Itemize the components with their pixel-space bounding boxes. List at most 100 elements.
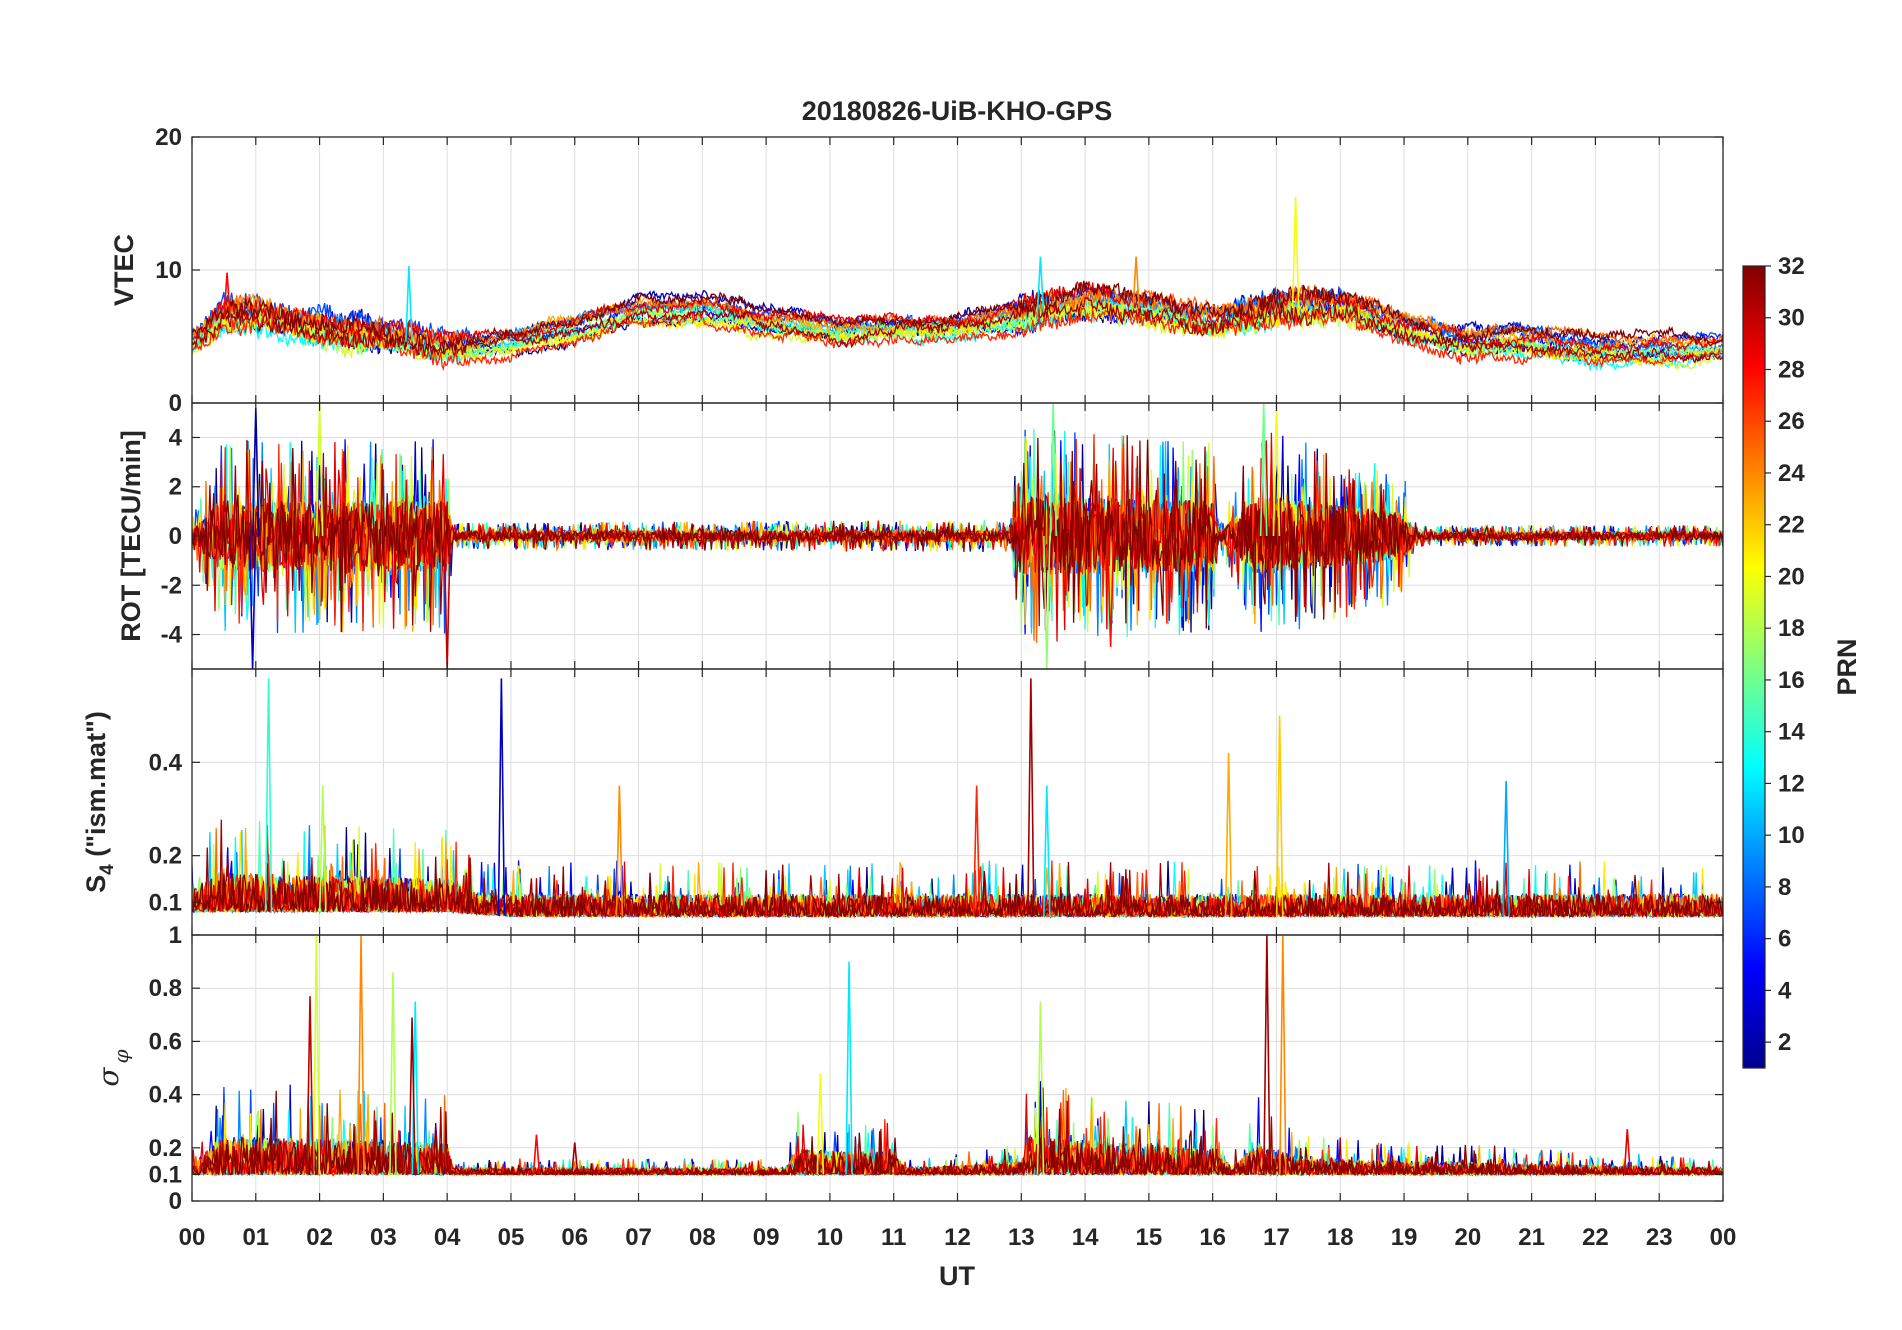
vtec-spike — [1036, 256, 1045, 313]
s4-spike — [497, 678, 506, 916]
colorbar-tick-label: 28 — [1778, 356, 1805, 383]
x-tick-label: 14 — [1072, 1224, 1099, 1251]
s4-y-tick-label: 0.2 — [149, 843, 182, 870]
rot-series — [192, 403, 1723, 669]
vtec-y-tick-label: 10 — [155, 257, 182, 284]
sigma-phi-spike — [1623, 1129, 1632, 1175]
s4-spike — [318, 785, 327, 912]
x-tick-label: 00 — [1710, 1224, 1737, 1251]
x-tick-label: 23 — [1646, 1224, 1673, 1251]
sigma-phi-y-tick-label: 1 — [169, 922, 182, 949]
x-tick-label: 05 — [498, 1224, 525, 1251]
s4-series-prn-32 — [192, 856, 1723, 919]
x-tick-label: 00 — [179, 1224, 206, 1251]
vtec-grid — [191, 136, 1724, 404]
colorbar-ramp — [1742, 265, 1766, 1069]
x-tick-label: 12 — [944, 1224, 971, 1251]
sigma-phi-ylabel: σφ — [92, 1049, 133, 1086]
colorbar-tick-label: 16 — [1778, 667, 1805, 694]
rot-spike — [1259, 403, 1268, 537]
rot-spike — [443, 535, 451, 669]
sigma-phi-spike — [1036, 1001, 1045, 1175]
vtec-spike — [1291, 196, 1300, 308]
sigma-phi-spike — [389, 972, 397, 1175]
colorbar-tick-label: 22 — [1778, 512, 1805, 539]
sigma-phi-y-tick-label: 0.6 — [149, 1028, 182, 1055]
svg-text:S4 ("ism.mat"): S4 ("ism.mat") — [81, 711, 118, 893]
x-tick-label: 09 — [753, 1224, 780, 1251]
x-tick-label: 18 — [1327, 1224, 1354, 1251]
x-tick-label: 19 — [1391, 1224, 1418, 1251]
s4-spike — [972, 785, 981, 917]
colorbar-tick-label: 6 — [1778, 926, 1791, 953]
sigma-phi-spike — [816, 1073, 825, 1175]
sigma-phi-y-tick-label: 0.2 — [149, 1135, 182, 1162]
vtec-series-prn-27 — [192, 306, 1723, 372]
x-tick-label: 08 — [689, 1224, 716, 1251]
x-tick-label: 04 — [434, 1224, 461, 1251]
rot-y-tick-label: -4 — [161, 622, 183, 649]
colorbar-tick-label: 20 — [1778, 563, 1805, 590]
sigma-phi-spike — [1263, 935, 1271, 1175]
sigma-phi-spike — [357, 935, 365, 1175]
rot-spike — [1043, 535, 1051, 669]
s4-spike — [1275, 715, 1284, 917]
sigma-phi-spike — [312, 935, 321, 1175]
rot-series-prn-32 — [192, 435, 1723, 633]
sigma-phi-y-tick-label: 0.1 — [149, 1161, 182, 1188]
sigma-phi-spike — [845, 961, 853, 1175]
colorbar-tick-label: 26 — [1778, 408, 1805, 435]
sigma-phi-spike — [306, 996, 314, 1175]
x-tick-label: 06 — [561, 1224, 588, 1251]
s4-ylabel: S4 ("ism.mat") — [81, 711, 118, 893]
x-tick-label: 01 — [242, 1224, 269, 1251]
x-tick-label: 22 — [1582, 1224, 1609, 1251]
sigma-phi-spike — [1279, 935, 1287, 1175]
s4-spike — [1043, 785, 1051, 917]
vtec-spike — [223, 272, 231, 317]
sigma-phi-y-tick-label: 0.4 — [149, 1082, 183, 1109]
rot-panel: -4 -2 0 2 4 — [161, 402, 1724, 670]
s4-y-tick-label: 0.4 — [149, 749, 183, 776]
x-tick-label: 16 — [1199, 1224, 1226, 1251]
rot-y-tick-label: -2 — [161, 572, 182, 599]
colorbar-tick-label: 18 — [1778, 615, 1805, 642]
vtec-panel: 0 10 20 — [155, 124, 1724, 417]
s4-y-tick-label: 0.1 — [149, 889, 182, 916]
s4-series — [192, 678, 1723, 919]
rot-spike — [248, 535, 257, 669]
rot-y-tick-label: 2 — [169, 474, 182, 501]
colorbar-tick-label: 12 — [1778, 770, 1805, 797]
x-tick-label: 11 — [881, 1224, 906, 1251]
x-tick-label: 10 — [817, 1224, 844, 1251]
colorbar-tick-label: 30 — [1778, 305, 1805, 332]
s4-spike — [615, 785, 624, 917]
sigma-phi-spike — [532, 1134, 541, 1175]
colorbar-tick-label: 10 — [1778, 822, 1805, 849]
vtec-series-prn-31 — [192, 296, 1723, 364]
vtec-spike — [405, 265, 413, 342]
sigma-phi-y-tick-label: 0.8 — [149, 975, 182, 1002]
x-tick-label: 13 — [1008, 1224, 1035, 1251]
rot-y-tick-label: 0 — [169, 523, 182, 550]
x-tick-label: 03 — [370, 1224, 397, 1251]
x-axis-label: UT — [939, 1261, 975, 1291]
vtec-series — [192, 196, 1723, 372]
x-tick-label: 07 — [625, 1224, 652, 1251]
s4-spike — [1502, 780, 1510, 917]
colorbar-tick-label: 4 — [1778, 977, 1792, 1004]
s4-spike — [1224, 752, 1233, 917]
vtec-ylabel: VTEC — [109, 234, 139, 306]
rot-spike — [1272, 403, 1281, 537]
sigma-phi-spike — [570, 1142, 579, 1175]
colorbar-label: PRN — [1832, 638, 1862, 695]
sigma-phi-y-tick-label: 0 — [169, 1188, 182, 1215]
sigma-phi-series-prn-32 — [192, 1090, 1723, 1177]
x-tick-label: 17 — [1263, 1224, 1290, 1251]
rot-spike — [1106, 535, 1115, 647]
colorbar-tick-label: 24 — [1778, 460, 1805, 487]
colorbar-tick-label: 2 — [1778, 1029, 1791, 1056]
colorbar-tick-label: 14 — [1778, 719, 1805, 746]
